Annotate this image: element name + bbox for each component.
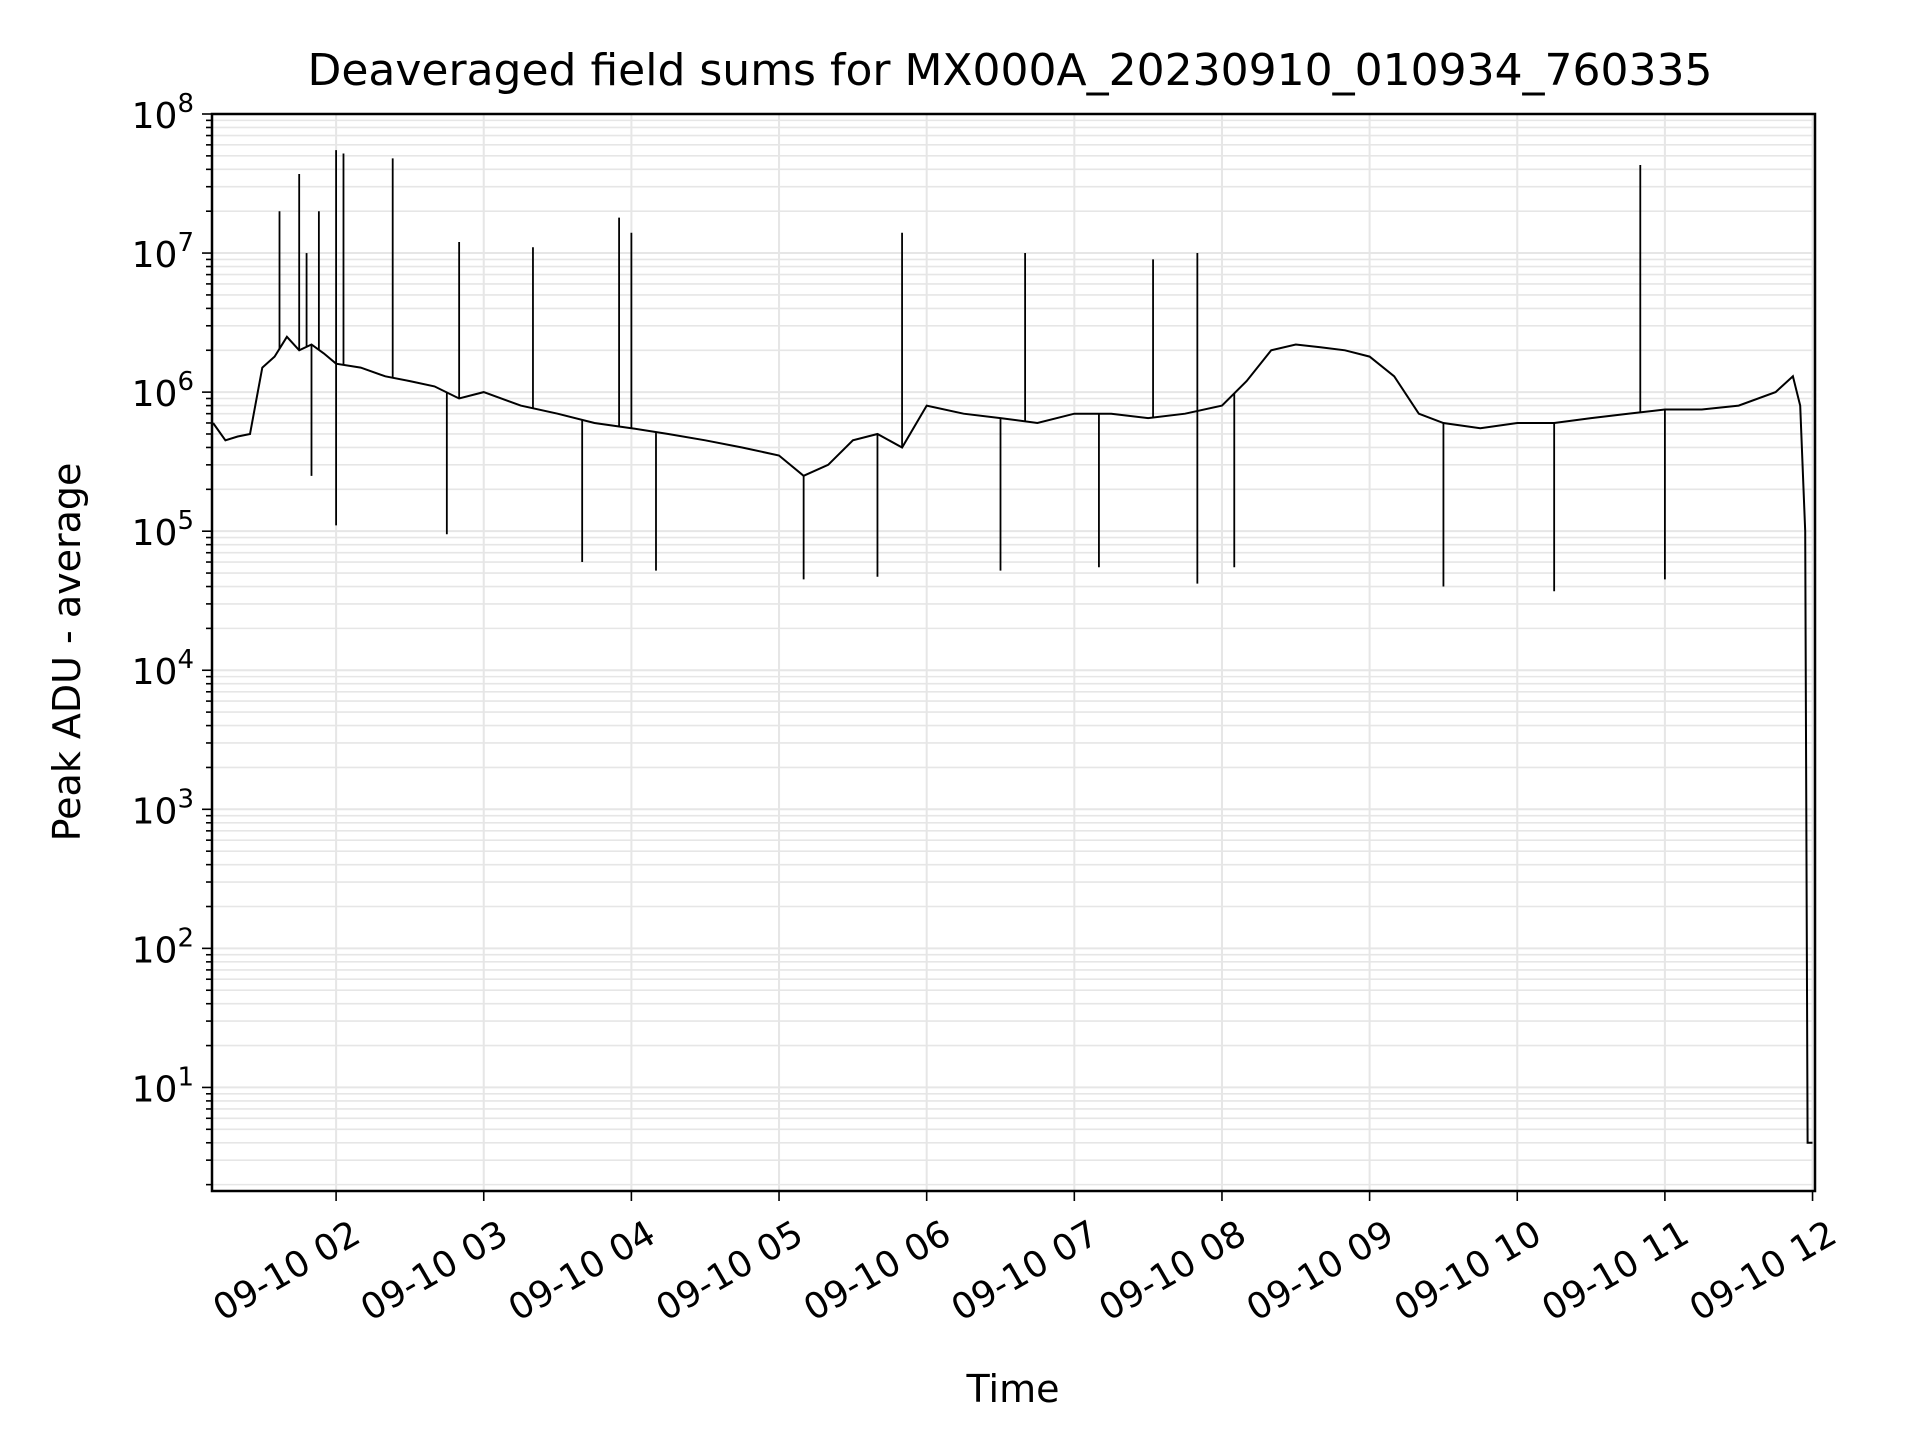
plot-background — [212, 114, 1815, 1191]
y-tick-label: 107 — [132, 228, 194, 276]
axes-frame — [210, 112, 1817, 1193]
x-axis-label: Time — [966, 1367, 1060, 1411]
y-tick-label: 104 — [132, 645, 194, 693]
chart-title: Deaveraged field sums for MX000A_2023091… — [307, 45, 1712, 96]
data-series — [212, 150, 1813, 1144]
y-axis-ticks: 101 102 103 104 105 106 107 108 — [132, 89, 212, 1186]
y-tick-label: 105 — [132, 506, 194, 554]
y-tick-label: 102 — [132, 923, 194, 971]
y-tick-label: 103 — [132, 784, 194, 832]
y-axis-label: Peak ADU - average — [45, 463, 89, 842]
y-tick-label: 101 — [132, 1062, 194, 1110]
series-line — [212, 335, 1813, 1144]
y-tick-label: 106 — [132, 367, 194, 415]
y-tick-label: 108 — [132, 89, 194, 137]
